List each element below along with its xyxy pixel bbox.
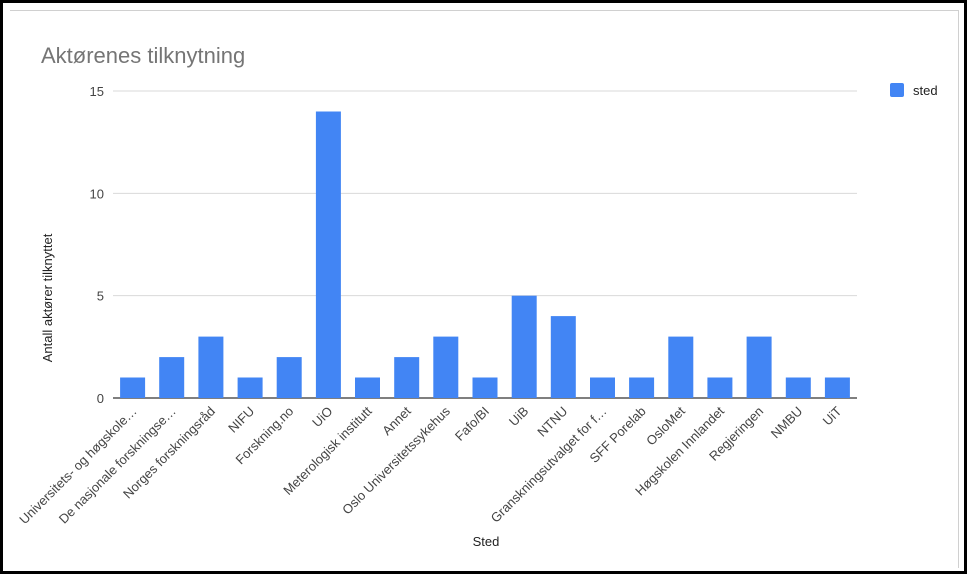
x-axis-title: Sted <box>473 534 500 549</box>
legend-swatch <box>890 83 904 97</box>
x-axis-ticks: Universitets- og høgskole…De nasjonale f… <box>16 403 844 527</box>
bar[interactable] <box>433 336 459 398</box>
legend-label: sted <box>913 83 938 98</box>
chart-title: Aktørenes tilknytning <box>41 43 245 68</box>
bar[interactable] <box>276 357 302 398</box>
x-tick-label: NMBU <box>768 404 806 442</box>
bars <box>120 111 850 399</box>
bar[interactable] <box>824 377 850 399</box>
bar[interactable] <box>394 357 420 398</box>
bar[interactable] <box>120 377 146 399</box>
bar[interactable] <box>590 377 615 399</box>
bar[interactable] <box>237 377 263 399</box>
bar[interactable] <box>472 377 498 399</box>
bar[interactable] <box>550 316 576 398</box>
bar[interactable] <box>746 336 772 398</box>
x-tick-label: NTNU <box>534 404 570 440</box>
y-axis-title: Antall aktører tilknyttet <box>40 233 55 362</box>
bar[interactable] <box>707 377 733 399</box>
y-tick-label: 5 <box>97 289 104 304</box>
x-tick-label: UiO <box>309 404 335 430</box>
bar[interactable] <box>629 377 655 399</box>
bar[interactable] <box>785 377 811 399</box>
gridlines <box>113 90 857 399</box>
x-tick-label: NIFU <box>225 404 257 436</box>
x-tick-label: UiT <box>820 403 845 428</box>
chart-panel <box>10 10 959 568</box>
legend[interactable]: sted <box>890 83 938 98</box>
bar[interactable] <box>355 377 380 399</box>
bar[interactable] <box>511 295 537 398</box>
bar[interactable] <box>159 357 185 398</box>
x-tick-label: Annet <box>379 403 414 438</box>
bar[interactable] <box>668 336 694 398</box>
y-tick-label: 0 <box>97 391 104 406</box>
y-tick-label: 10 <box>90 186 104 201</box>
bar[interactable] <box>198 336 224 398</box>
bar[interactable] <box>315 111 341 399</box>
y-tick-label: 15 <box>90 84 104 99</box>
x-tick-label: UiB <box>506 404 531 429</box>
x-tick-label: Fafo/BI <box>452 404 492 444</box>
y-axis-ticks: 0 5 10 15 <box>90 84 104 406</box>
